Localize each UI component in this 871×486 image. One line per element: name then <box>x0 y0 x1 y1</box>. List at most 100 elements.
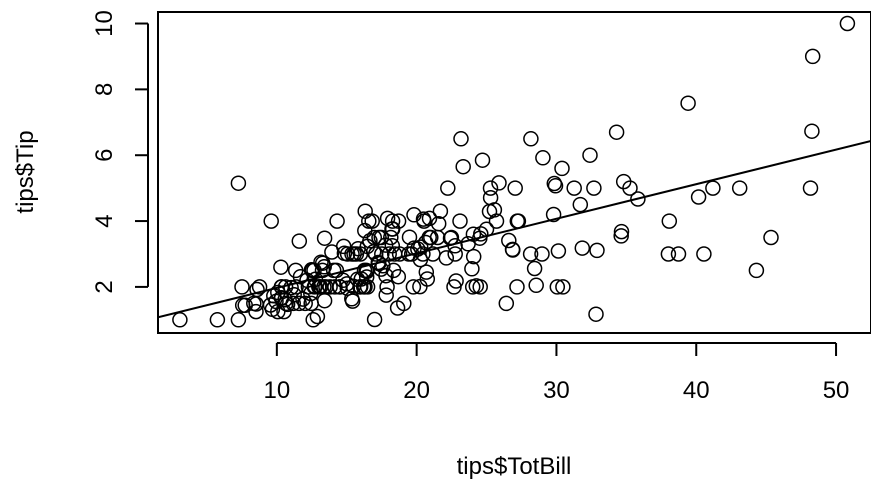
data-point <box>804 123 820 139</box>
data-point <box>309 308 326 325</box>
y-axis-label: tips$Tip <box>12 130 39 213</box>
data-point <box>172 312 188 328</box>
data-point <box>547 178 564 194</box>
data-point <box>322 279 338 295</box>
data-point <box>358 269 375 285</box>
data-point <box>344 293 361 309</box>
data-point <box>423 229 439 246</box>
data-point <box>534 246 550 262</box>
data-point <box>488 213 505 229</box>
data-point <box>546 175 563 192</box>
data-point <box>285 295 301 312</box>
data-point <box>464 261 480 277</box>
data-point <box>608 124 625 140</box>
data-point <box>378 287 394 303</box>
y-axis: 2 4 6 8 10 <box>91 10 149 294</box>
data-point <box>622 180 638 196</box>
data-point <box>660 246 677 262</box>
data-point <box>383 229 399 246</box>
data-point <box>359 279 376 295</box>
data-point <box>234 279 250 295</box>
data-point <box>209 312 226 328</box>
data-point <box>419 271 436 287</box>
x-tick-label: 20 <box>403 377 430 404</box>
data-point <box>574 240 591 256</box>
data-point <box>248 303 264 320</box>
data-point <box>286 287 302 303</box>
data-point <box>555 279 571 295</box>
data-point <box>443 229 460 246</box>
data-point <box>748 262 765 279</box>
y-tick-label: 8 <box>91 83 118 96</box>
x-tick-label: 40 <box>683 377 710 404</box>
data-point <box>357 203 373 219</box>
data-point <box>364 213 380 229</box>
data-point <box>273 259 289 275</box>
data-point <box>278 295 294 312</box>
data-point <box>361 213 377 229</box>
data-point <box>491 175 507 191</box>
data-point <box>804 48 821 65</box>
data-point <box>501 232 517 249</box>
data-point <box>696 246 712 262</box>
data-point <box>379 279 395 295</box>
data-point <box>588 306 604 322</box>
data-point <box>705 180 721 196</box>
data-point <box>391 246 408 262</box>
data-point <box>482 180 499 196</box>
data-point <box>452 213 468 229</box>
data-point <box>276 303 292 320</box>
data-point <box>305 312 321 328</box>
data-point <box>432 203 449 219</box>
data-point <box>405 279 422 295</box>
data-point <box>507 180 523 196</box>
data-point <box>362 233 378 249</box>
data-point <box>613 223 630 240</box>
data-point <box>313 254 329 270</box>
data-point <box>572 196 589 213</box>
data-point <box>455 158 471 175</box>
points-layer <box>172 15 856 328</box>
data-point <box>545 206 562 223</box>
data-point <box>251 279 268 295</box>
data-point <box>523 131 539 147</box>
data-point <box>447 246 463 262</box>
data-point <box>291 233 308 249</box>
data-point <box>230 312 247 328</box>
data-point <box>670 246 687 262</box>
data-point <box>472 279 488 295</box>
data-point <box>438 250 455 266</box>
data-point <box>505 242 521 258</box>
data-point <box>316 292 333 309</box>
data-point <box>430 215 447 232</box>
data-point <box>613 228 629 244</box>
data-point <box>528 277 544 294</box>
data-point <box>566 180 582 196</box>
data-point <box>373 229 390 246</box>
data-point <box>554 160 570 177</box>
data-point <box>401 229 418 245</box>
y-tick-label: 2 <box>91 280 118 293</box>
plot-frame <box>157 11 871 334</box>
data-point <box>661 213 678 229</box>
x-axis: 10 20 30 40 50 <box>263 342 849 404</box>
data-point <box>390 213 407 229</box>
data-point <box>375 258 391 274</box>
data-point <box>680 95 696 111</box>
data-point <box>582 147 598 163</box>
data-point <box>550 243 567 259</box>
data-point <box>549 279 566 295</box>
data-point <box>412 239 429 255</box>
y-tick-label: 10 <box>91 10 118 37</box>
data-point <box>329 213 345 229</box>
data-point <box>316 230 333 246</box>
regression-line <box>158 140 871 319</box>
data-point <box>522 246 539 262</box>
data-point <box>465 248 482 265</box>
data-point <box>509 279 525 295</box>
data-point <box>230 175 247 191</box>
data-point <box>396 295 412 312</box>
data-point <box>448 273 464 289</box>
data-point <box>384 213 401 229</box>
